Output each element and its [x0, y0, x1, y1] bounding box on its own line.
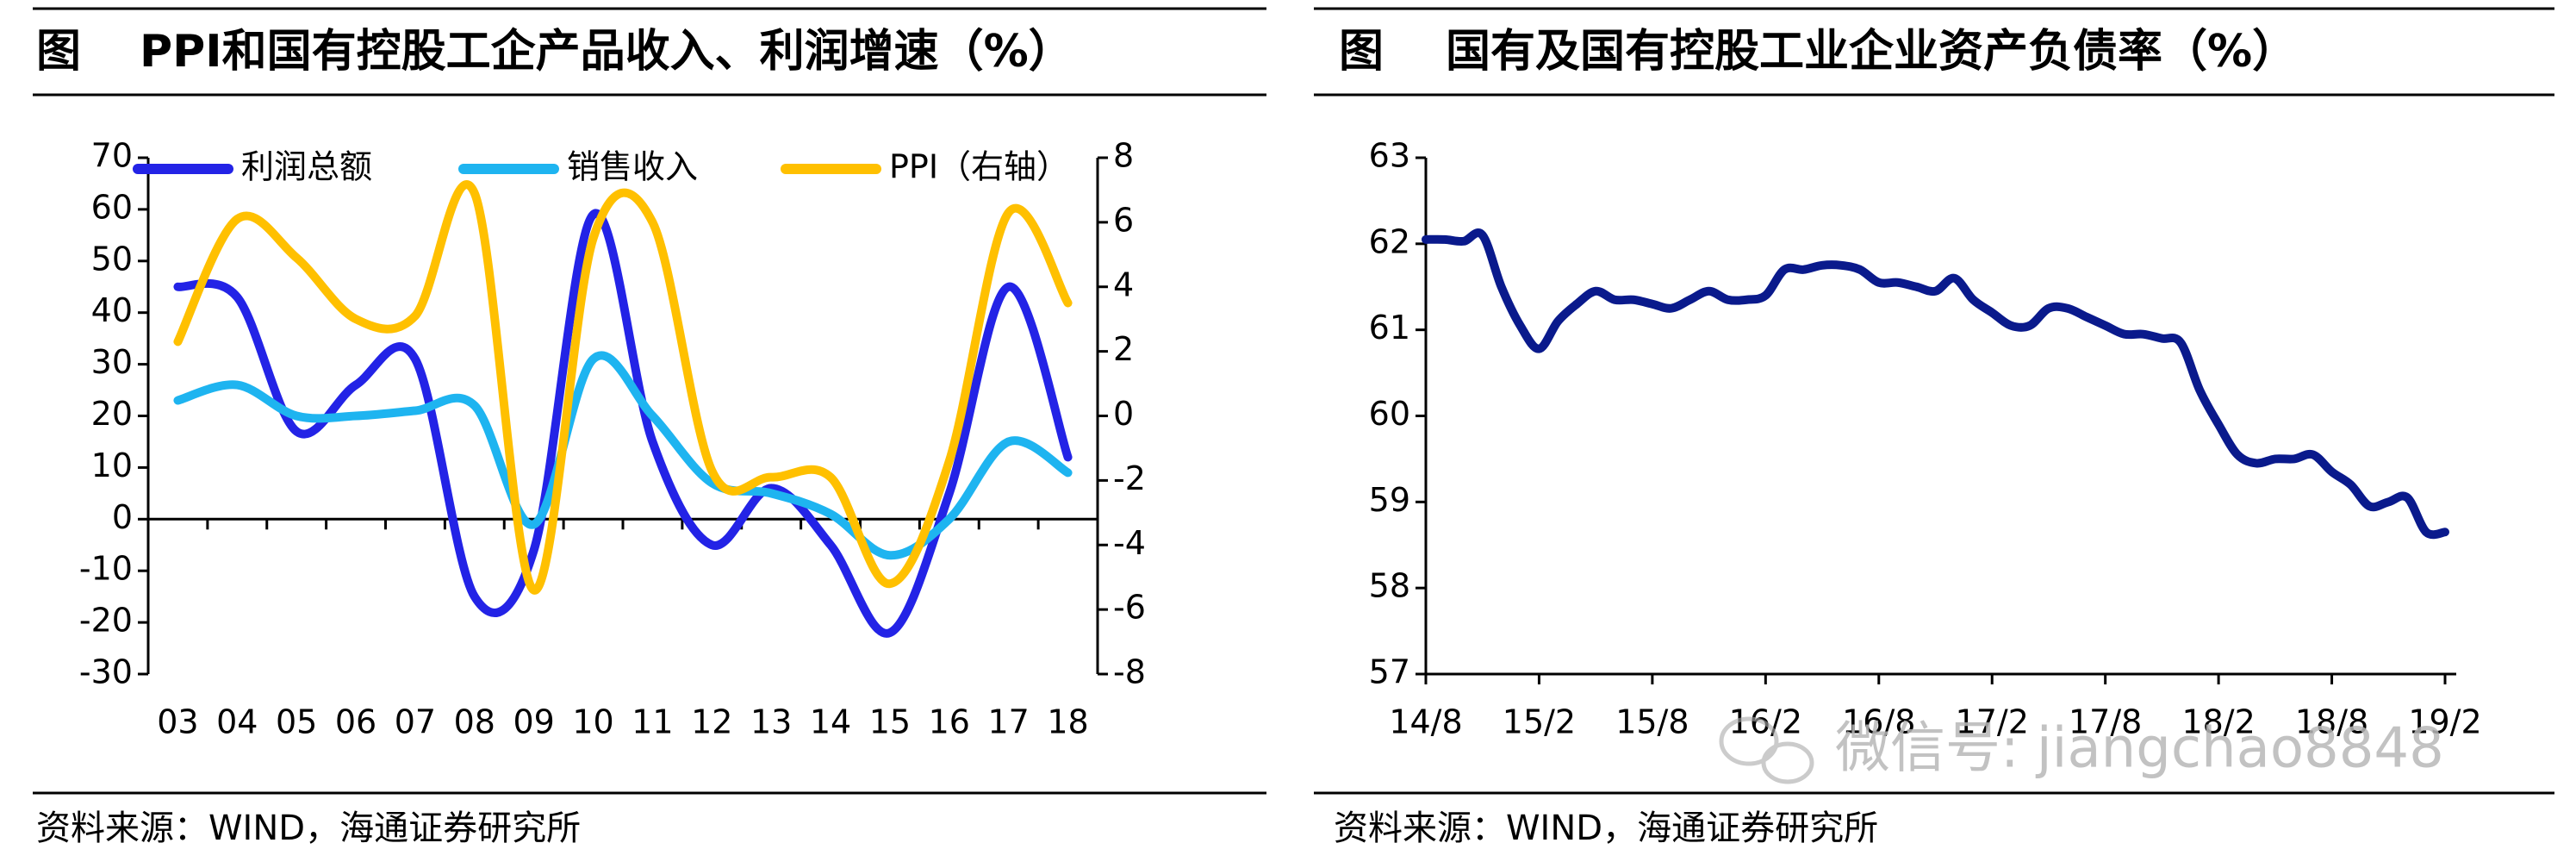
x-tick-label: 13	[750, 703, 792, 741]
series-line	[173, 180, 1073, 595]
figure-label: 图	[1339, 26, 1384, 78]
x-tick-label: 04	[216, 703, 258, 741]
x-tick-label: 17	[988, 703, 1030, 741]
watermark: 微信号: jiangchao8848	[1835, 717, 2444, 781]
x-tick-label: 11	[632, 703, 673, 741]
legend-label: 销售收入	[567, 148, 698, 186]
y-tick-label: 20	[91, 395, 133, 433]
legend-label: PPI（右轴）	[889, 148, 1069, 186]
icon	[1719, 716, 1779, 766]
x-tick-label: 15	[869, 703, 911, 741]
series-line	[1422, 228, 2449, 540]
x-tick-label: 17/2	[1956, 703, 2029, 741]
y-tick-label: -10	[79, 550, 133, 588]
y-tick-label: 59	[1369, 481, 1410, 519]
y2-tick-label: 2	[1113, 330, 1134, 368]
y2-tick-label: -6	[1113, 589, 1146, 627]
chart-title: PPI和国有控股工企产品收入、利润增速（%）	[140, 26, 1073, 78]
x-tick-label: 03	[157, 703, 198, 741]
x-tick-label: 12	[691, 703, 732, 741]
x-tick-label: 06	[335, 703, 376, 741]
x-tick-label: 14	[810, 703, 851, 741]
y-tick-label: 40	[91, 291, 133, 329]
y2-tick-label: 6	[1113, 201, 1134, 239]
y-tick-label: -30	[79, 653, 133, 691]
icon	[1761, 741, 1814, 784]
y-tick-label: 58	[1369, 567, 1410, 605]
y2-tick-label: 0	[1113, 395, 1134, 433]
panel-frame	[33, 7, 2554, 795]
y-tick-label: 50	[91, 240, 133, 278]
legend-label: 利润总额	[241, 148, 372, 186]
y2-tick-label: -4	[1113, 524, 1146, 562]
x-tick-label: 16/8	[1842, 703, 1915, 741]
x-tick-label: 15/2	[1503, 703, 1576, 741]
y-tick-label: 10	[91, 446, 133, 484]
y2-tick-label: -8	[1113, 653, 1146, 691]
x-tick-label: 18/2	[2181, 703, 2255, 741]
chart-title: 国有及国有控股工业企业资产负债率（%）	[1446, 26, 2297, 78]
x-tick-label: 14/8	[1389, 703, 1462, 741]
y-tick-label: 0	[112, 498, 133, 536]
y2-tick-label: 8	[1113, 137, 1134, 175]
x-tick-label: 16	[929, 703, 970, 741]
y2-tick-label: -2	[1113, 459, 1146, 497]
x-tick-label: 15/8	[1615, 703, 1689, 741]
y-tick-label: 30	[91, 343, 133, 381]
x-tick-label: 19/2	[2408, 703, 2481, 741]
y-tick-label: 60	[91, 188, 133, 226]
y-tick-label: 70	[91, 137, 133, 175]
watermark-icon	[1719, 716, 1814, 784]
x-tick-label: 10	[572, 703, 613, 741]
y-tick-label: 57	[1369, 653, 1410, 691]
x-tick-label: 17/8	[2069, 703, 2142, 741]
x-tick-label: 09	[513, 703, 555, 741]
figure-label: 图	[36, 26, 81, 78]
y-tick-label: -20	[79, 602, 133, 640]
x-tick-label: 05	[276, 703, 317, 741]
y-tick-label: 61	[1369, 309, 1410, 347]
y-tick-label: 63	[1369, 137, 1410, 175]
y-tick-label: 60	[1369, 395, 1410, 433]
x-tick-label: 08	[454, 703, 495, 741]
x-tick-label: 07	[395, 703, 436, 741]
source: 资料来源：WIND，海通证券研究所	[36, 809, 581, 848]
x-tick-label: 18/8	[2295, 703, 2368, 741]
y-tick-label: 62	[1369, 222, 1410, 260]
source: 资料来源：WIND，海通证券研究所	[1334, 809, 1878, 848]
x-tick-label: 18	[1047, 703, 1088, 741]
y2-tick-label: 4	[1113, 265, 1134, 303]
